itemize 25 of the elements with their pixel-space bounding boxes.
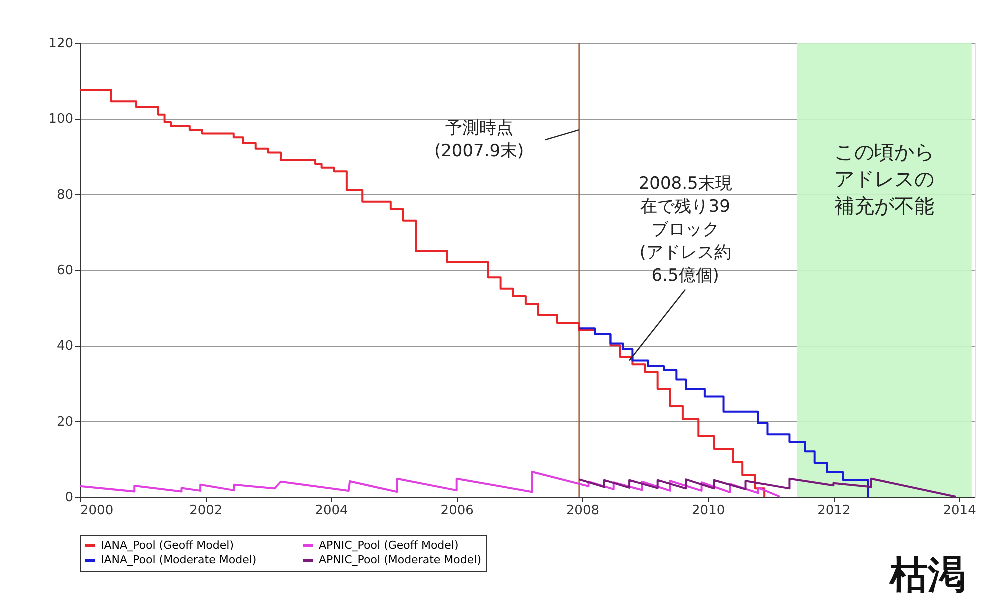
line-series <box>578 478 958 498</box>
x-tick-label: 2014 <box>943 504 976 518</box>
line-series <box>79 471 782 498</box>
y-tick-label: 40 <box>56 339 74 354</box>
x-tick-label: 2006 <box>440 504 474 518</box>
y-tick-label: 80 <box>56 188 74 203</box>
x-tick-label: 2002 <box>190 504 223 518</box>
y-tick-label: 0 <box>65 490 74 506</box>
y-tick-label: 20 <box>56 414 74 430</box>
x-tick-label: 2000 <box>80 504 114 518</box>
annotation: 2008.5末現在で残り39ブロック(アドレス約6.5億個) <box>638 174 732 286</box>
annotation: 予測時点(2007.9末) <box>434 118 524 162</box>
legend-label: APNIC_Pool (Geoff Model) <box>319 538 459 552</box>
x-tick-label: 2012 <box>818 504 851 518</box>
y-tick-label: 60 <box>56 264 74 278</box>
y-tick-label: 100 <box>48 112 74 128</box>
x-tick-label: 2004 <box>315 504 348 518</box>
x-tick-label: 2010 <box>692 504 726 518</box>
text: 枯渇 <box>889 553 966 597</box>
x-tick-label: 2008 <box>566 504 600 518</box>
legend-label: APNIC_Pool (Moderate Model) <box>319 554 482 566</box>
band-label: この頃からアドレスの補充が不能 <box>834 140 935 218</box>
legend-label: IANA_Pool (Geoff Model) <box>101 538 234 552</box>
y-tick-label: 120 <box>48 36 74 52</box>
legend-label: IANA_Pool (Moderate Model) <box>101 554 257 566</box>
